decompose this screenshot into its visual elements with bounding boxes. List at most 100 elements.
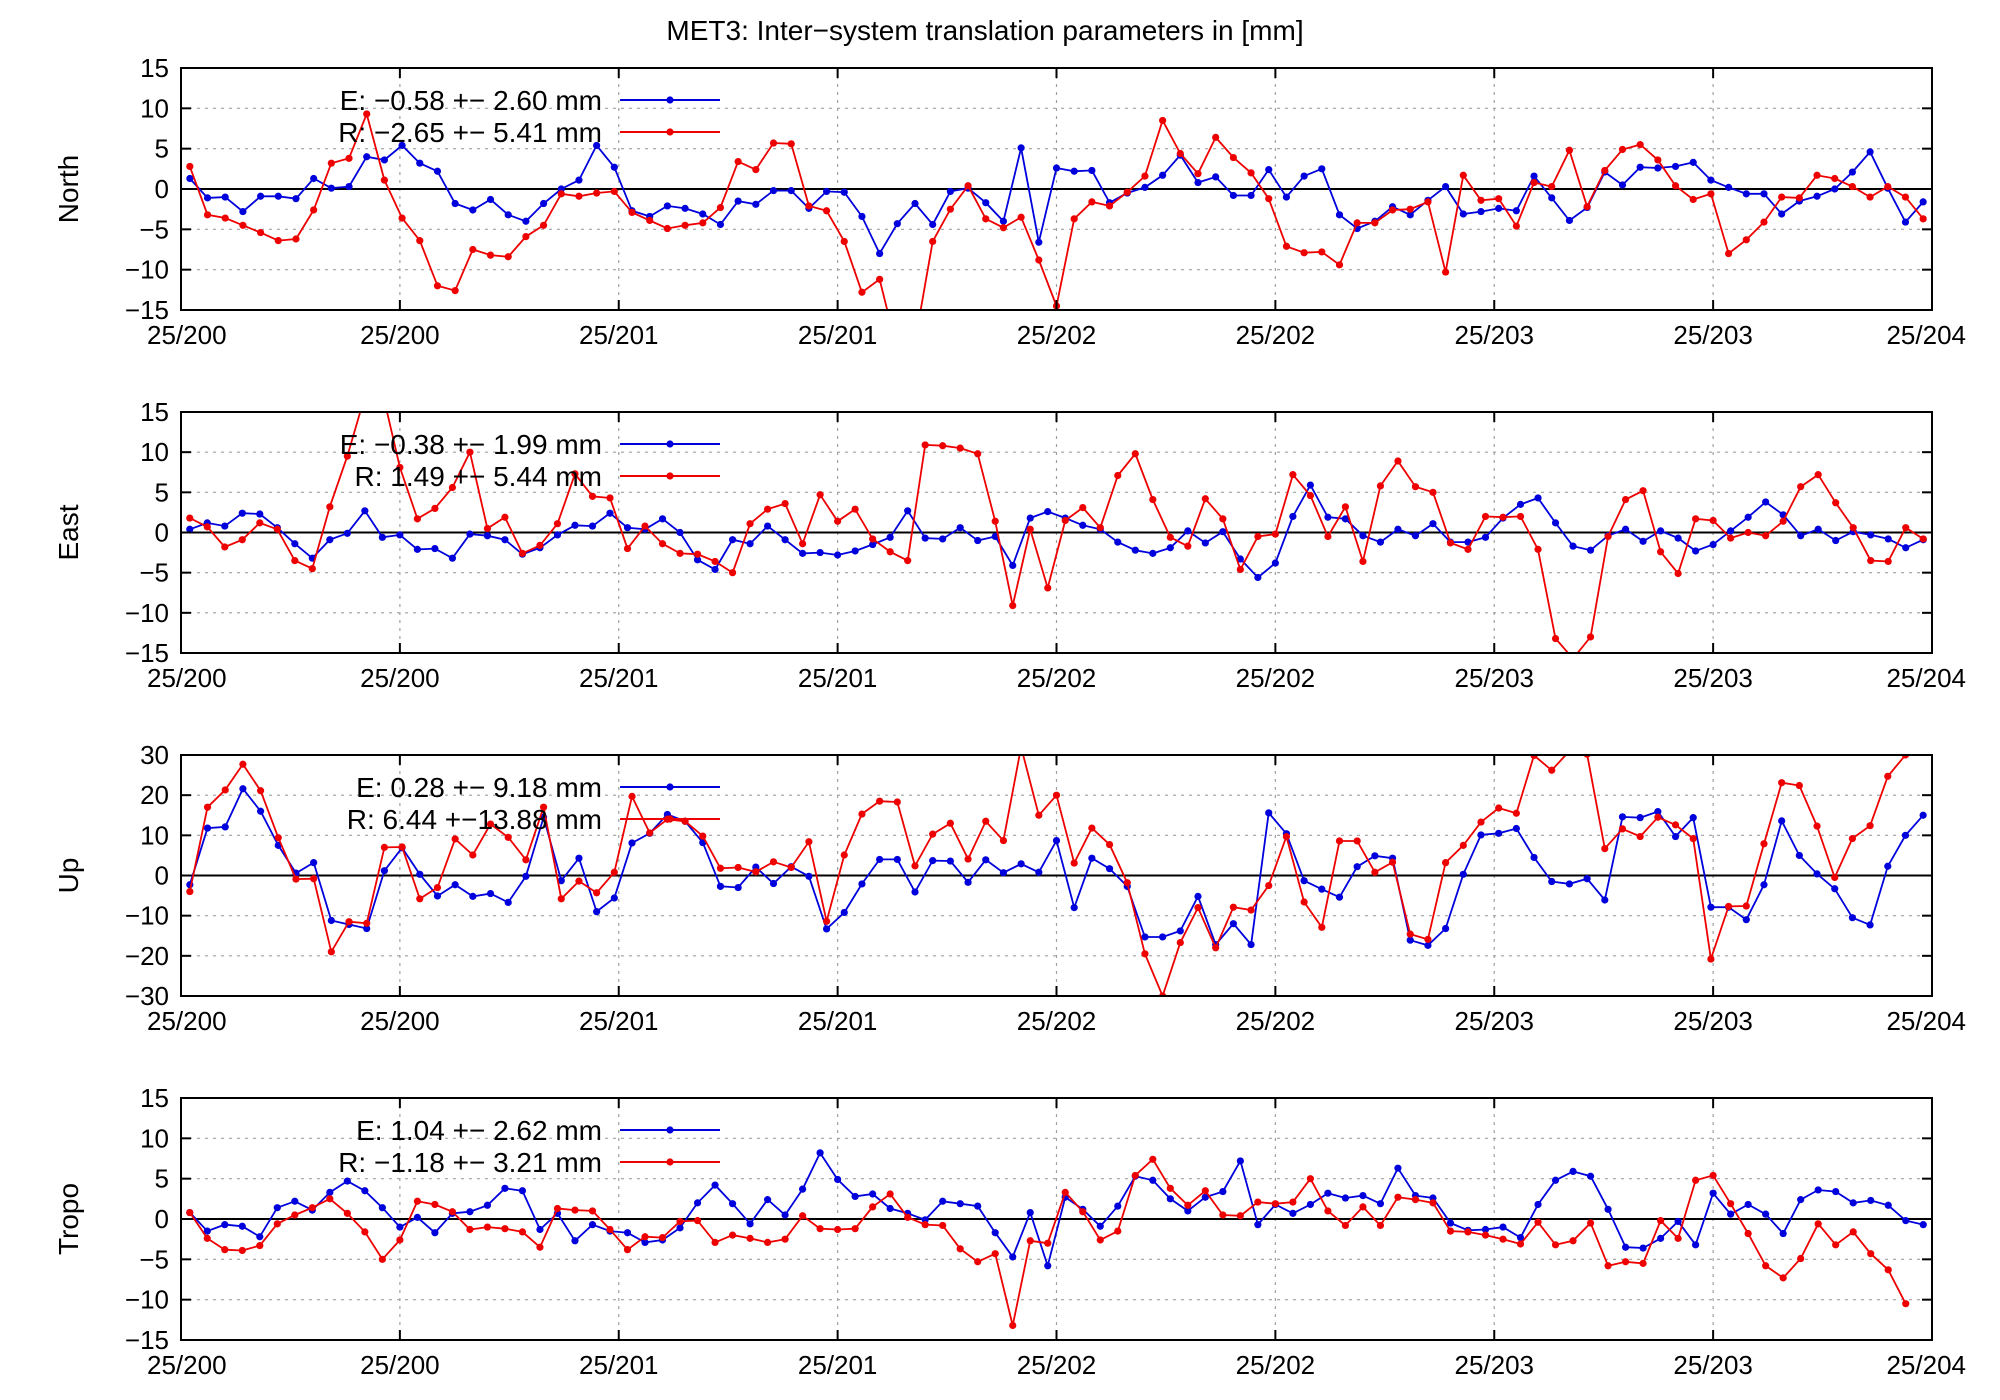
data-point: [893, 220, 901, 228]
data-point: [1495, 195, 1503, 203]
data-point: [1742, 190, 1750, 198]
data-point: [1324, 513, 1332, 521]
data-point: [1656, 548, 1665, 556]
data-point: [1516, 1233, 1525, 1242]
data-point: [413, 1213, 421, 1221]
data-point: [904, 507, 912, 515]
data-point: [1848, 168, 1857, 176]
data-point: [466, 448, 474, 456]
data-point: [929, 830, 937, 838]
data-point: [869, 535, 877, 543]
data-point: [575, 877, 583, 885]
data-point: [1867, 557, 1875, 565]
data-point: [588, 1221, 597, 1229]
data-point: [1123, 188, 1131, 196]
data-point: [1902, 544, 1910, 552]
data-point: [588, 1207, 597, 1215]
data-point: [1229, 903, 1237, 911]
series-line: [189, 483, 1924, 579]
data-point: [326, 503, 334, 511]
data-point: [840, 188, 848, 196]
x-tick-label: 25/200: [360, 663, 440, 693]
data-point: [1018, 743, 1025, 750]
data-point: [522, 217, 530, 225]
series-e: [186, 785, 1927, 949]
data-point: [256, 510, 264, 518]
data-point: [1265, 166, 1273, 174]
data-point: [964, 855, 972, 863]
data-point: [641, 522, 649, 530]
x-tick-label: 25/203: [1454, 1006, 1534, 1036]
data-point: [676, 1224, 684, 1232]
y-tick-label: 0: [155, 1204, 169, 1234]
data-point: [1446, 539, 1455, 547]
data-point: [575, 176, 583, 184]
data-point: [1604, 1262, 1612, 1270]
data-point: [398, 141, 406, 150]
data-point: [746, 540, 754, 548]
data-point: [1779, 1229, 1787, 1238]
data-point: [1744, 513, 1752, 521]
data-point: [1621, 525, 1630, 533]
data-point: [886, 548, 894, 556]
data-point: [974, 1202, 982, 1210]
data-point: [238, 1222, 246, 1230]
data-point: [946, 857, 954, 865]
data-point: [469, 245, 477, 254]
y-tick-label: −15: [125, 638, 169, 668]
data-point: [974, 536, 982, 545]
data-point: [1114, 1202, 1122, 1210]
data-point: [1394, 525, 1402, 533]
data-point: [716, 864, 725, 872]
data-point: [1867, 531, 1875, 539]
x-tick-label: 25/204: [1886, 1350, 1966, 1380]
data-point: [693, 1199, 702, 1207]
x-tick-label: 25/201: [798, 1350, 878, 1380]
data-point: [1727, 527, 1735, 535]
data-point: [593, 908, 601, 916]
data-point: [448, 554, 457, 562]
data-point: [1481, 1225, 1490, 1234]
data-point: [416, 237, 424, 245]
y-tick-label: −10: [125, 255, 169, 285]
data-point: [501, 1225, 509, 1233]
data-point: [1586, 633, 1595, 641]
x-tick-label: 25/203: [1673, 1006, 1753, 1036]
data-point: [851, 505, 859, 513]
data-point: [921, 534, 929, 542]
data-point: [1495, 829, 1503, 837]
data-point: [911, 339, 918, 346]
legend-label: R: 1.49 +− 5.44 mm: [355, 461, 602, 492]
data-point: [361, 507, 369, 515]
data-point: [734, 883, 742, 892]
y-axis-label: Tropo: [53, 1183, 84, 1255]
data-point: [716, 882, 725, 890]
data-point: [451, 835, 459, 843]
data-point: [466, 1225, 474, 1234]
data-point: [1778, 779, 1786, 787]
data-point: [221, 786, 229, 794]
data-point: [239, 221, 247, 229]
x-tick-label: 25/200: [360, 1350, 440, 1380]
data-point: [1569, 542, 1577, 550]
data-point: [1176, 938, 1184, 947]
data-point: [1149, 549, 1157, 557]
data-point: [1601, 166, 1609, 175]
data-point: [451, 199, 459, 208]
data-point: [1388, 206, 1397, 214]
data-point: [379, 388, 386, 395]
data-point: [1254, 1198, 1262, 1206]
data-point: [256, 787, 265, 795]
data-point: [1442, 924, 1450, 933]
data-point: [1009, 1321, 1017, 1330]
y-tick-label: 5: [155, 134, 169, 164]
data-point: [1797, 1196, 1805, 1204]
data-point: [186, 525, 194, 533]
data-point: [1797, 1254, 1805, 1263]
data-point: [1548, 194, 1556, 202]
data-point: [1212, 173, 1220, 181]
data-point: [1088, 854, 1096, 862]
data-point: [982, 215, 990, 223]
data-point: [1848, 914, 1857, 922]
data-point: [239, 760, 247, 768]
